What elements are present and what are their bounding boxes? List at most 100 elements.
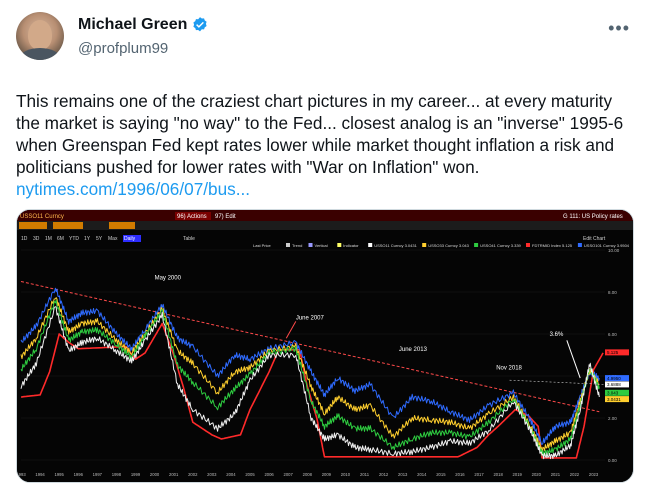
x-tick-label-26: 2019 [513,472,523,477]
legend-item-7: FDTRMID Index 5.125 [532,243,573,248]
series-line-1 [20,287,600,445]
x-tick-label-5: 1998 [112,472,122,477]
price-tag-label-4: 3.0431 [607,397,621,402]
annotation-0: May 2000 [155,275,182,281]
y-tick-label-4: 2.00 [608,416,617,421]
x-tick-label-6: 1999 [131,472,141,477]
x-tick-label-10: 2003 [207,472,217,477]
legend-swatch-3 [337,243,342,247]
range-button-5[interactable]: 1Y [84,236,91,242]
legend-swatch-1 [286,243,290,247]
x-tick-label-22: 2015 [436,472,446,477]
series-line-4 [20,306,600,460]
x-tick-label-23: 2016 [455,472,465,477]
chart-plot-area: 10.008.006.004.002.000.00199319941995199… [17,248,629,477]
legend-swatch-5 [422,243,427,247]
annotation-arrow-0 [285,321,297,339]
verified-badge-icon [193,17,207,32]
price-tag-label-1: 4.9950 [607,376,621,381]
daily-selector-label: Daily [124,236,136,242]
tweet-text: This remains one of the craziest chart p… [16,90,640,200]
ticker-label: USSO11 Curncy [20,214,64,220]
range-button-2[interactable]: 1M [45,236,52,242]
price-tag-label-3: 3.043 [607,391,619,396]
x-tick-label-28: 2021 [551,472,561,477]
legend-item-1: Trend [292,243,302,248]
tweet-header: Michael Green @profplum99 ••• [16,12,636,76]
x-tick-label-1: 1994 [35,472,45,477]
x-tick-label-27: 2020 [532,472,542,477]
legend-item-6: USSO41 Curncy 3.339 [480,243,521,248]
price-tag-2 [605,381,629,388]
x-tick-label-11: 2004 [226,472,236,477]
x-tick-label-12: 2005 [245,472,255,477]
y-tick-label-5: 0.00 [608,458,617,463]
legend-item-4: USSO11 Curncy 3.0431 [374,243,417,248]
terminal-right-title: G 111: US Policy rates [563,214,623,220]
avatar[interactable] [16,12,64,60]
legend-swatch-2 [308,243,313,247]
tweet-link[interactable]: nytimes.com/1996/06/07/bus... [16,179,251,199]
daily-selector [123,235,141,242]
x-tick-label-21: 2014 [417,472,427,477]
x-tick-label-30: 2023 [589,472,599,477]
legend-item-8: USSO101 Curncy 3.9504 [584,243,630,248]
price-tag-label-0: 5.125 [607,350,619,355]
annotation-2: June 2013 [399,347,428,353]
range-button-6[interactable]: 5Y [96,236,103,242]
name-row: Michael Green [78,16,209,34]
x-tick-label-20: 2013 [398,472,408,477]
x-tick-label-14: 2007 [284,472,294,477]
edit-menu[interactable]: 97) Edit [215,214,236,220]
price-tag-label-2: 3.6888 [607,382,621,387]
x-tick-label-15: 2008 [303,472,313,477]
x-tick-label-8: 2001 [169,472,179,477]
x-tick-label-29: 2022 [570,472,580,477]
x-tick-label-9: 2002 [188,472,198,477]
series-line-3 [20,299,600,457]
annotation-arrow-1 [566,340,581,379]
price-tag-0 [605,349,629,356]
more-options-icon[interactable]: ••• [608,18,630,38]
legend-swatch-7 [526,243,530,247]
range-button-3[interactable]: 6M [57,236,64,242]
y-tick-label-0: 10.00 [608,248,620,253]
x-tick-label-25: 2018 [493,472,503,477]
legend-item-2: Vertical [315,243,328,248]
annotation-1: June 2007 [296,315,325,321]
trend-line [20,281,600,413]
x-tick-label-2: 1995 [55,472,65,477]
price-tag-3 [605,389,629,396]
price-tag-1 [605,375,629,382]
edit-chart-button: Edit Chart [583,236,606,242]
x-tick-label-16: 2009 [322,472,332,477]
x-tick-label-0: 1993 [17,472,26,477]
x-tick-label-3: 1996 [74,472,84,477]
terminal-toolbar: 1D 3D 1M 6M YTD 1Y 5Y Max Daily Table Edit Chart [21,235,606,242]
x-tick-label-18: 2011 [360,472,370,477]
range-button-7[interactable]: Max [108,236,118,242]
tweet-media-image[interactable]: USSO11 Curncy 96) Actions 97) Edit G 111… [16,209,634,483]
author-handle[interactable]: @profplum99 [78,40,169,57]
x-tick-label-7: 2000 [150,472,160,477]
x-tick-label-19: 2012 [379,472,389,477]
x-tick-label-24: 2017 [474,472,484,477]
series-line-0 [20,322,604,459]
y-tick-label-1: 8.00 [608,290,617,295]
tweet-body: This remains one of the craziest chart p… [16,91,624,177]
range-button-1[interactable]: 3D [33,236,40,242]
legend-item-3: Indicator [343,243,359,248]
legend-swatch-8 [577,243,582,247]
legend-swatch-6 [474,243,479,247]
author-name[interactable]: Michael Green [78,16,188,33]
x-tick-label-17: 2010 [341,472,351,477]
table-button: Table [183,236,195,242]
terminal-legend: Last Price Trend Vertical Indicator USSO11 C… [253,243,630,248]
range-button-4[interactable]: YTD [69,236,79,242]
terminal-title-bar [17,210,633,221]
range-button-0[interactable]: 1D [21,236,28,242]
bloomberg-chart-screenshot: USSO11 Curncy 96) Actions 97) Edit G 111… [17,210,633,482]
x-tick-label-4: 1997 [93,472,103,477]
price-tag-4 [605,396,629,403]
actions-menu[interactable]: 96) Actions [177,214,207,220]
